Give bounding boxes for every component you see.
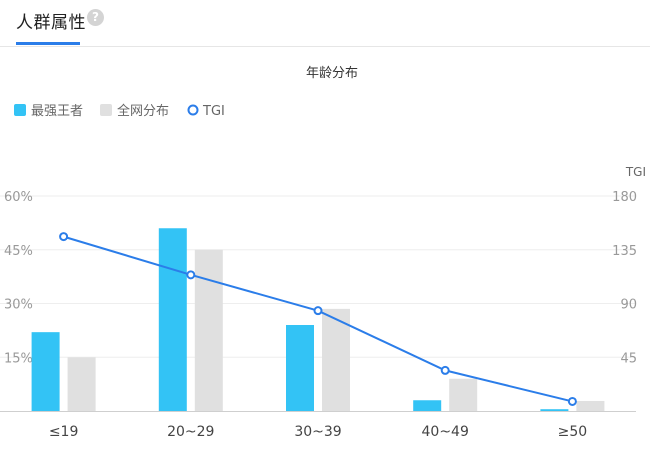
left-tick-label: 60% xyxy=(4,190,33,205)
bar-wangzhe[interactable] xyxy=(158,228,187,411)
left-axis: 60% 45% 30% 15% xyxy=(4,190,33,366)
legend-label-network[interactable]: 全网分布 xyxy=(117,103,169,119)
left-tick-label: 15% xyxy=(4,351,33,366)
tgi-series xyxy=(59,232,577,406)
bar-wangzhe[interactable] xyxy=(540,409,569,411)
bars xyxy=(31,228,605,411)
bar-network[interactable] xyxy=(67,357,96,411)
right-tick-label: 180 xyxy=(612,190,637,205)
legend-swatch-network xyxy=(100,104,112,116)
tgi-line xyxy=(63,235,573,403)
bar-wangzhe[interactable] xyxy=(286,325,314,411)
x-tick-label: ≥50 xyxy=(558,424,588,440)
legend-swatch-wangzhe xyxy=(14,104,26,116)
tgi-point[interactable] xyxy=(567,396,577,406)
right-axis: 180 135 90 45 xyxy=(612,190,637,366)
legend-marker-tgi xyxy=(187,104,199,116)
x-tick-label: 40~49 xyxy=(422,424,469,440)
bar-network[interactable] xyxy=(449,378,478,411)
bar-wangzhe[interactable] xyxy=(31,332,60,411)
right-tick-label: 135 xyxy=(612,244,637,259)
header-divider xyxy=(0,46,650,47)
panel-header: 人群属性 ? xyxy=(0,0,650,48)
left-tick-label: 45% xyxy=(4,244,33,259)
right-tick-label: 45 xyxy=(620,351,637,366)
right-axis-name: TGI xyxy=(625,165,646,179)
bar-network[interactable] xyxy=(576,400,605,411)
bar-network[interactable] xyxy=(322,308,350,411)
tab-crowd-attributes[interactable]: 人群属性 xyxy=(16,13,86,33)
tgi-point[interactable] xyxy=(186,270,196,280)
x-tick-label: 20~29 xyxy=(167,424,214,440)
tgi-point[interactable] xyxy=(313,306,323,316)
grid-lines xyxy=(0,195,636,358)
chart-title: 年龄分布 xyxy=(306,66,358,81)
x-tick-label: ≤19 xyxy=(49,424,79,440)
bar-wangzhe[interactable] xyxy=(413,400,442,411)
legend: 最强王者 全网分布 TGI xyxy=(14,103,225,119)
legend-label-wangzhe[interactable]: 最强王者 xyxy=(31,104,83,119)
active-tab-indicator xyxy=(16,42,80,45)
right-tick-label: 90 xyxy=(620,298,637,313)
left-tick-label: 30% xyxy=(4,298,33,313)
bar-network[interactable] xyxy=(194,249,223,411)
age-distribution-chart: 年龄分布 最强王者 全网分布 TGI TGI 60%45%30%15% 1801… xyxy=(0,66,646,440)
tgi-point[interactable] xyxy=(59,232,69,242)
x-tick-label: 30~39 xyxy=(294,424,341,440)
question-mark-icon[interactable]: ? xyxy=(87,9,104,26)
legend-label-tgi[interactable]: TGI xyxy=(202,104,225,119)
tgi-point[interactable] xyxy=(440,365,450,375)
x-axis: ≤19 20~29 30~39 40~49 ≥50 xyxy=(49,424,587,440)
